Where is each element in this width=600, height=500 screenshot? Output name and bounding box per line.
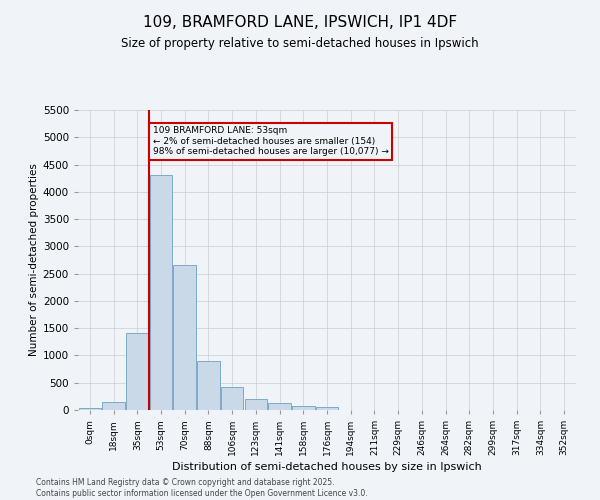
Bar — [197, 361, 220, 410]
Bar — [268, 404, 291, 410]
Text: Size of property relative to semi-detached houses in Ipswich: Size of property relative to semi-detach… — [121, 38, 479, 51]
Y-axis label: Number of semi-detached properties: Number of semi-detached properties — [29, 164, 38, 356]
Bar — [316, 408, 338, 410]
X-axis label: Distribution of semi-detached houses by size in Ipswich: Distribution of semi-detached houses by … — [172, 462, 482, 472]
Bar — [173, 266, 196, 410]
Bar — [245, 399, 267, 410]
Text: 109 BRAMFORD LANE: 53sqm
← 2% of semi-detached houses are smaller (154)
98% of s: 109 BRAMFORD LANE: 53sqm ← 2% of semi-de… — [152, 126, 389, 156]
Bar — [79, 408, 101, 410]
Text: 109, BRAMFORD LANE, IPSWICH, IP1 4DF: 109, BRAMFORD LANE, IPSWICH, IP1 4DF — [143, 15, 457, 30]
Bar — [221, 386, 244, 410]
Bar — [103, 402, 125, 410]
Text: Contains HM Land Registry data © Crown copyright and database right 2025.
Contai: Contains HM Land Registry data © Crown c… — [36, 478, 368, 498]
Bar — [292, 406, 314, 410]
Bar — [126, 332, 149, 410]
Bar — [150, 176, 172, 410]
